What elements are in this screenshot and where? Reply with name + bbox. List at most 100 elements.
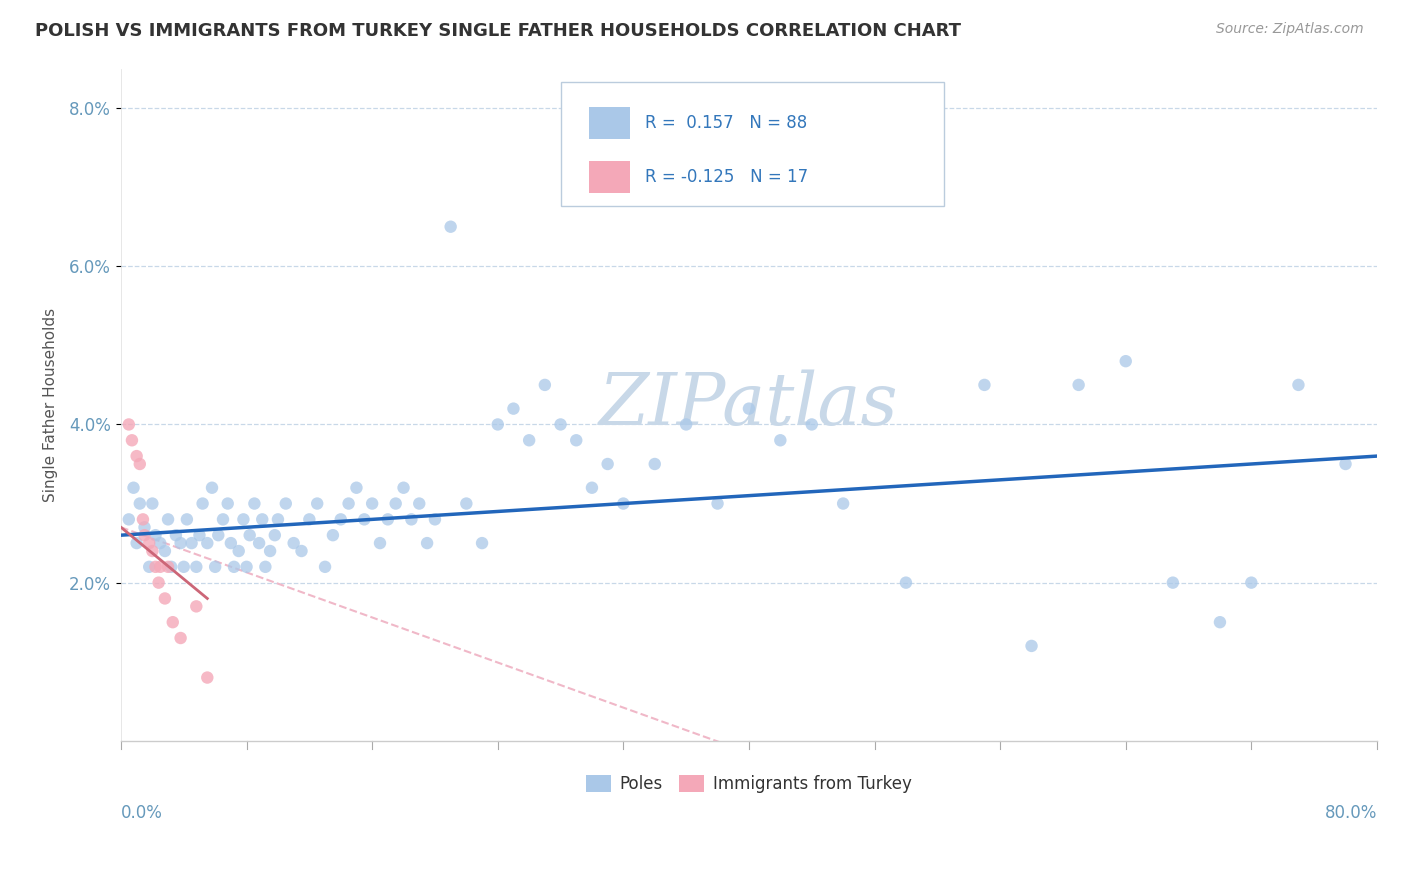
Point [162,615,184,630]
Point [1161,575,1184,590]
Point [118,417,141,432]
Point [706,497,728,511]
Point [145,559,167,574]
FancyBboxPatch shape [589,161,630,194]
Point [128,457,150,471]
Point [581,481,603,495]
Point [361,497,384,511]
Point [368,536,391,550]
Point [346,481,368,495]
Point [384,497,406,511]
Legend: Poles, Immigrants from Turkey: Poles, Immigrants from Turkey [579,768,918,800]
Point [157,559,180,574]
Point [145,528,167,542]
Point [122,481,145,495]
Point [377,512,399,526]
Point [222,559,245,574]
Point [217,497,239,511]
Point [329,512,352,526]
Point [141,544,163,558]
Point [612,497,634,511]
Point [212,512,235,526]
Point [228,544,250,558]
Point [149,536,172,550]
Point [550,417,572,432]
Point [235,559,257,574]
Text: R =  0.157   N = 88: R = 0.157 N = 88 [645,114,807,132]
Point [440,219,463,234]
Point [134,520,156,534]
Point [517,434,540,448]
Point [565,434,588,448]
Point [353,512,375,526]
Point [121,434,143,448]
Point [169,631,191,645]
Point [471,536,494,550]
Point [800,417,823,432]
Point [1240,575,1263,590]
Point [1334,457,1357,471]
Point [148,575,170,590]
Point [456,497,478,511]
Point [1021,639,1043,653]
Point [141,497,163,511]
Point [486,417,509,432]
Point [118,512,141,526]
Point [274,497,297,511]
Point [239,528,262,542]
Point [307,497,329,511]
Point [232,512,254,526]
Point [195,536,218,550]
Point [132,512,155,526]
Point [1115,354,1137,368]
Text: 80.0%: 80.0% [1324,804,1376,822]
Point [191,497,214,511]
Point [973,378,995,392]
Point [169,536,191,550]
Point [894,575,917,590]
Point [149,559,172,574]
Point [157,512,180,526]
Point [298,512,321,526]
Point [252,512,274,526]
FancyBboxPatch shape [589,107,630,139]
Point [1067,378,1090,392]
Point [247,536,270,550]
Text: R = -0.125   N = 17: R = -0.125 N = 17 [645,168,808,186]
Point [180,536,202,550]
Point [401,512,423,526]
FancyBboxPatch shape [561,82,943,206]
Point [502,401,524,416]
Text: ZIPatlas: ZIPatlas [599,369,898,440]
Point [675,417,697,432]
Point [322,528,344,542]
Point [186,559,208,574]
Point [254,559,277,574]
Point [416,536,439,550]
Text: 0.0%: 0.0% [121,804,163,822]
Point [160,559,183,574]
Point [290,544,312,558]
Point [283,536,305,550]
Point [153,544,176,558]
Point [1286,378,1309,392]
Point [165,528,187,542]
Point [738,401,761,416]
Point [769,434,792,448]
Point [392,481,415,495]
Point [267,512,290,526]
Point [195,671,218,685]
Point [534,378,557,392]
Point [138,559,160,574]
Point [337,497,360,511]
Point [314,559,336,574]
Point [259,544,281,558]
Point [219,536,242,550]
Point [832,497,855,511]
Point [243,497,266,511]
Point [153,591,176,606]
Point [201,481,224,495]
Point [204,559,226,574]
Point [188,528,211,542]
Point [125,536,148,550]
